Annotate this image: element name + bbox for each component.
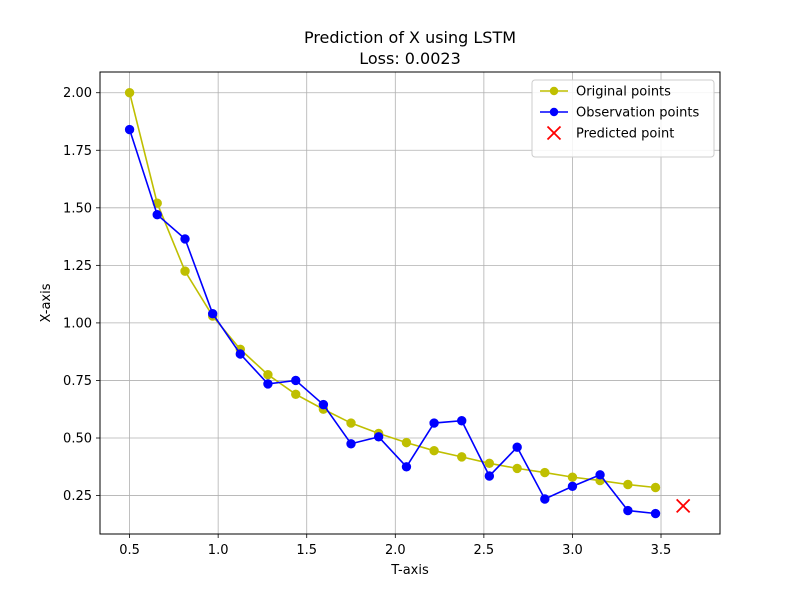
data-point-observation-points xyxy=(567,481,578,492)
data-point-observation-points xyxy=(373,432,384,442)
data-point-original-points xyxy=(484,458,495,469)
data-point-observation-points xyxy=(291,375,301,386)
data-point-original-points xyxy=(623,479,633,490)
plot-frame xyxy=(99,71,721,535)
data-point-original-points xyxy=(429,445,439,456)
data-point-original-points xyxy=(567,472,578,482)
data-point-original-points xyxy=(291,389,301,399)
legend-marker xyxy=(549,86,559,96)
x-axis-ticks: 0.5 1.0 1.5 2.0 2.5 3.0 3.5 xyxy=(119,534,671,558)
y-tick-label: 0.25 xyxy=(63,489,92,504)
data-point-observation-points xyxy=(124,124,135,135)
data-point-observation-points xyxy=(540,494,550,504)
data-point-observation-points xyxy=(650,508,661,519)
x-marker-stroke xyxy=(546,125,562,141)
data-point-original-points xyxy=(512,463,522,474)
data-point-observation-points xyxy=(207,309,218,319)
data-point-predicted-point xyxy=(676,498,691,514)
data-point-observation-points xyxy=(263,379,273,389)
data-point-original-points xyxy=(540,467,550,478)
chart-title: Prediction of X using LSTM xyxy=(304,28,516,47)
data-point-observation-points xyxy=(180,234,190,244)
x-tick-label: 2.0 xyxy=(385,543,406,558)
data-point-observation-points xyxy=(235,349,245,359)
y-tick-label: 1.75 xyxy=(63,144,92,159)
data-point-original-points xyxy=(180,266,190,276)
y-tick-label: 1.50 xyxy=(63,201,92,216)
data-point-original-points xyxy=(401,437,412,448)
x-axis-label: T-axis xyxy=(390,563,429,578)
data-point-observation-points xyxy=(429,418,439,428)
legend-label: Observation points xyxy=(576,106,699,121)
x-tick-label: 3.5 xyxy=(651,543,672,558)
data-point-observation-points xyxy=(152,210,162,220)
y-axis-label: X-axis xyxy=(39,283,54,322)
legend: Original points Observation points Predict… xyxy=(531,79,715,158)
legend-box xyxy=(531,79,715,158)
y-tick-label: 0.50 xyxy=(63,432,92,447)
x-tick-label: 3.0 xyxy=(562,543,583,558)
y-tick-label: 1.25 xyxy=(63,259,92,274)
data-point-observation-points xyxy=(595,470,605,480)
legend-entry-original-points: Original points xyxy=(540,85,671,100)
data-point-observation-points xyxy=(623,505,633,516)
series-line-observation-points xyxy=(128,129,656,515)
data-point-observation-points xyxy=(484,471,495,481)
x-tick-label: 0.5 xyxy=(119,543,140,558)
data-point-original-points xyxy=(346,418,356,428)
legend-label: Original points xyxy=(576,85,671,100)
data-point-observation-points xyxy=(512,442,522,452)
y-axis-ticks: 0.25 0.50 0.75 1.00 1.25 1.50 1.75 2.00 xyxy=(63,86,100,504)
data-point-observation-points xyxy=(401,462,412,472)
y-tick-label: 1.00 xyxy=(63,316,92,331)
grid xyxy=(100,72,720,534)
series-predicted-point xyxy=(676,498,691,514)
data-point-observation-points xyxy=(346,439,356,449)
y-tick-label: 0.75 xyxy=(63,374,92,389)
data-point-original-points xyxy=(124,88,135,98)
x-tick-label: 2.5 xyxy=(474,543,495,558)
x-tick-label: 1.5 xyxy=(296,543,317,558)
data-point-original-points xyxy=(457,452,467,462)
legend-marker xyxy=(546,125,562,141)
chart-subtitle: Loss: 0.0023 xyxy=(359,49,461,68)
legend-label: Predicted point xyxy=(576,127,674,142)
data-point-observation-points xyxy=(457,416,467,426)
series-observation-points xyxy=(124,124,661,519)
legend-entry-observation-points: Observation points xyxy=(540,106,699,121)
series-layer xyxy=(124,88,691,519)
legend-marker xyxy=(549,107,559,117)
data-point-observation-points xyxy=(318,399,329,410)
y-tick-label: 2.00 xyxy=(63,86,92,101)
legend-entry-predicted-point: Predicted point xyxy=(546,125,674,142)
x-tick-label: 1.0 xyxy=(208,543,229,558)
data-point-original-points xyxy=(650,482,661,493)
x-marker-stroke xyxy=(676,498,691,514)
data-point-original-points xyxy=(263,370,273,380)
